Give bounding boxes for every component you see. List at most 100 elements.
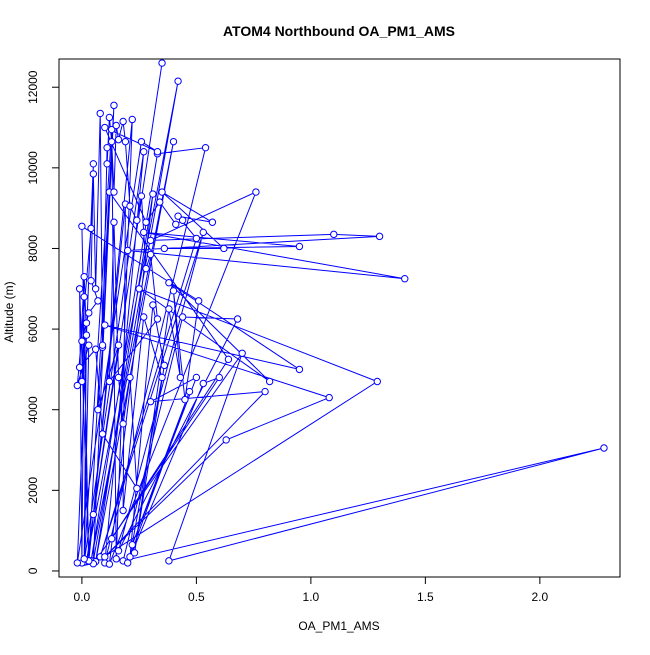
data-point: [112, 555, 120, 563]
data-point: [75, 285, 84, 293]
data-point: [85, 341, 93, 349]
x-tick-label: 1.0: [303, 590, 320, 604]
data-point: [110, 218, 118, 226]
data-point: [330, 230, 338, 239]
data-point: [165, 305, 173, 313]
x-tick-label: 1.5: [417, 590, 434, 604]
data-point: [208, 218, 217, 226]
data-point: [80, 293, 88, 301]
data-point: [224, 355, 233, 364]
data-point: [91, 285, 100, 293]
data-point: [128, 541, 136, 549]
data-point: [185, 387, 194, 396]
data-point: [107, 535, 116, 543]
data-point: [153, 315, 162, 323]
data-point: [119, 420, 127, 428]
data-point: [78, 377, 86, 386]
data-point: [172, 220, 180, 228]
data-point: [165, 279, 173, 287]
data-point: [373, 377, 381, 386]
data-point: [600, 444, 608, 452]
data-point: [121, 137, 130, 146]
data-point: [89, 160, 98, 168]
data-point: [199, 379, 207, 388]
data-point: [174, 212, 182, 220]
data-point: [140, 313, 148, 321]
data-point: [201, 143, 210, 152]
data-point: [233, 315, 242, 323]
data-point: [103, 160, 111, 168]
data-point: [82, 319, 91, 327]
data-point: [80, 272, 88, 281]
data-point: [87, 224, 95, 233]
data-point: [146, 397, 155, 406]
data-point: [160, 244, 169, 253]
x-tick-label: 0.5: [188, 590, 205, 604]
data-point: [96, 109, 104, 118]
data-point: [192, 373, 201, 382]
data-point: [176, 373, 185, 382]
data-point: [114, 547, 123, 555]
data-point: [105, 113, 114, 122]
chart-title: ATOM4 Northbound OA_PM1_AMS: [223, 23, 455, 39]
data-point: [126, 373, 134, 382]
y-tick-label: 4000: [26, 396, 40, 423]
data-point: [146, 236, 155, 245]
data-point: [133, 484, 141, 493]
data-point: [199, 228, 207, 237]
y-axis-label: Altitude (m): [2, 281, 16, 342]
data-point: [110, 188, 118, 196]
data-point: [98, 430, 107, 438]
data-point: [252, 188, 260, 196]
data-point: [165, 557, 173, 565]
data-point: [123, 246, 132, 255]
data-point: [98, 341, 107, 349]
data-point: [158, 188, 166, 196]
data-point: [87, 277, 95, 285]
data-point: [149, 190, 157, 198]
x-tick-label: 2.0: [532, 590, 549, 604]
data-point: [169, 137, 178, 146]
data-point: [192, 234, 201, 243]
data-point: [73, 559, 82, 567]
data-point: [261, 387, 269, 396]
data-point: [181, 395, 189, 404]
data-point: [105, 377, 114, 386]
data-point: [401, 275, 409, 283]
x-tick-label: 0.0: [74, 590, 91, 604]
data-point: [295, 242, 304, 251]
data-point: [133, 216, 141, 224]
series-layer: [73, 59, 608, 568]
data-point: [110, 101, 118, 110]
data-point: [178, 313, 187, 321]
data-point: [137, 137, 146, 146]
data-point: [112, 121, 120, 130]
data-point: [114, 341, 123, 349]
data-point: [194, 297, 203, 305]
data-point: [222, 436, 230, 444]
data-point: [101, 321, 109, 329]
y-tick-label: 0: [26, 567, 40, 574]
data-point: [126, 202, 134, 210]
data-point: [142, 218, 150, 226]
data-point: [78, 337, 86, 345]
data-point: [265, 377, 274, 386]
data-point: [158, 59, 166, 67]
data-point: [158, 373, 166, 382]
data-point: [85, 309, 93, 317]
data-point: [135, 285, 143, 293]
data-point: [178, 216, 187, 224]
data-point: [123, 559, 132, 567]
data-point: [156, 198, 164, 206]
y-tick-label: 12000: [26, 70, 40, 104]
data-point: [238, 349, 246, 357]
data-point: [91, 345, 100, 353]
data-point: [82, 331, 91, 339]
data-point: [119, 117, 127, 126]
data-point: [325, 393, 333, 402]
data-point: [146, 250, 155, 259]
data-point: [80, 555, 88, 563]
data-point: [295, 365, 304, 374]
y-tick-label: 10000: [26, 151, 40, 185]
data-point: [107, 137, 116, 146]
